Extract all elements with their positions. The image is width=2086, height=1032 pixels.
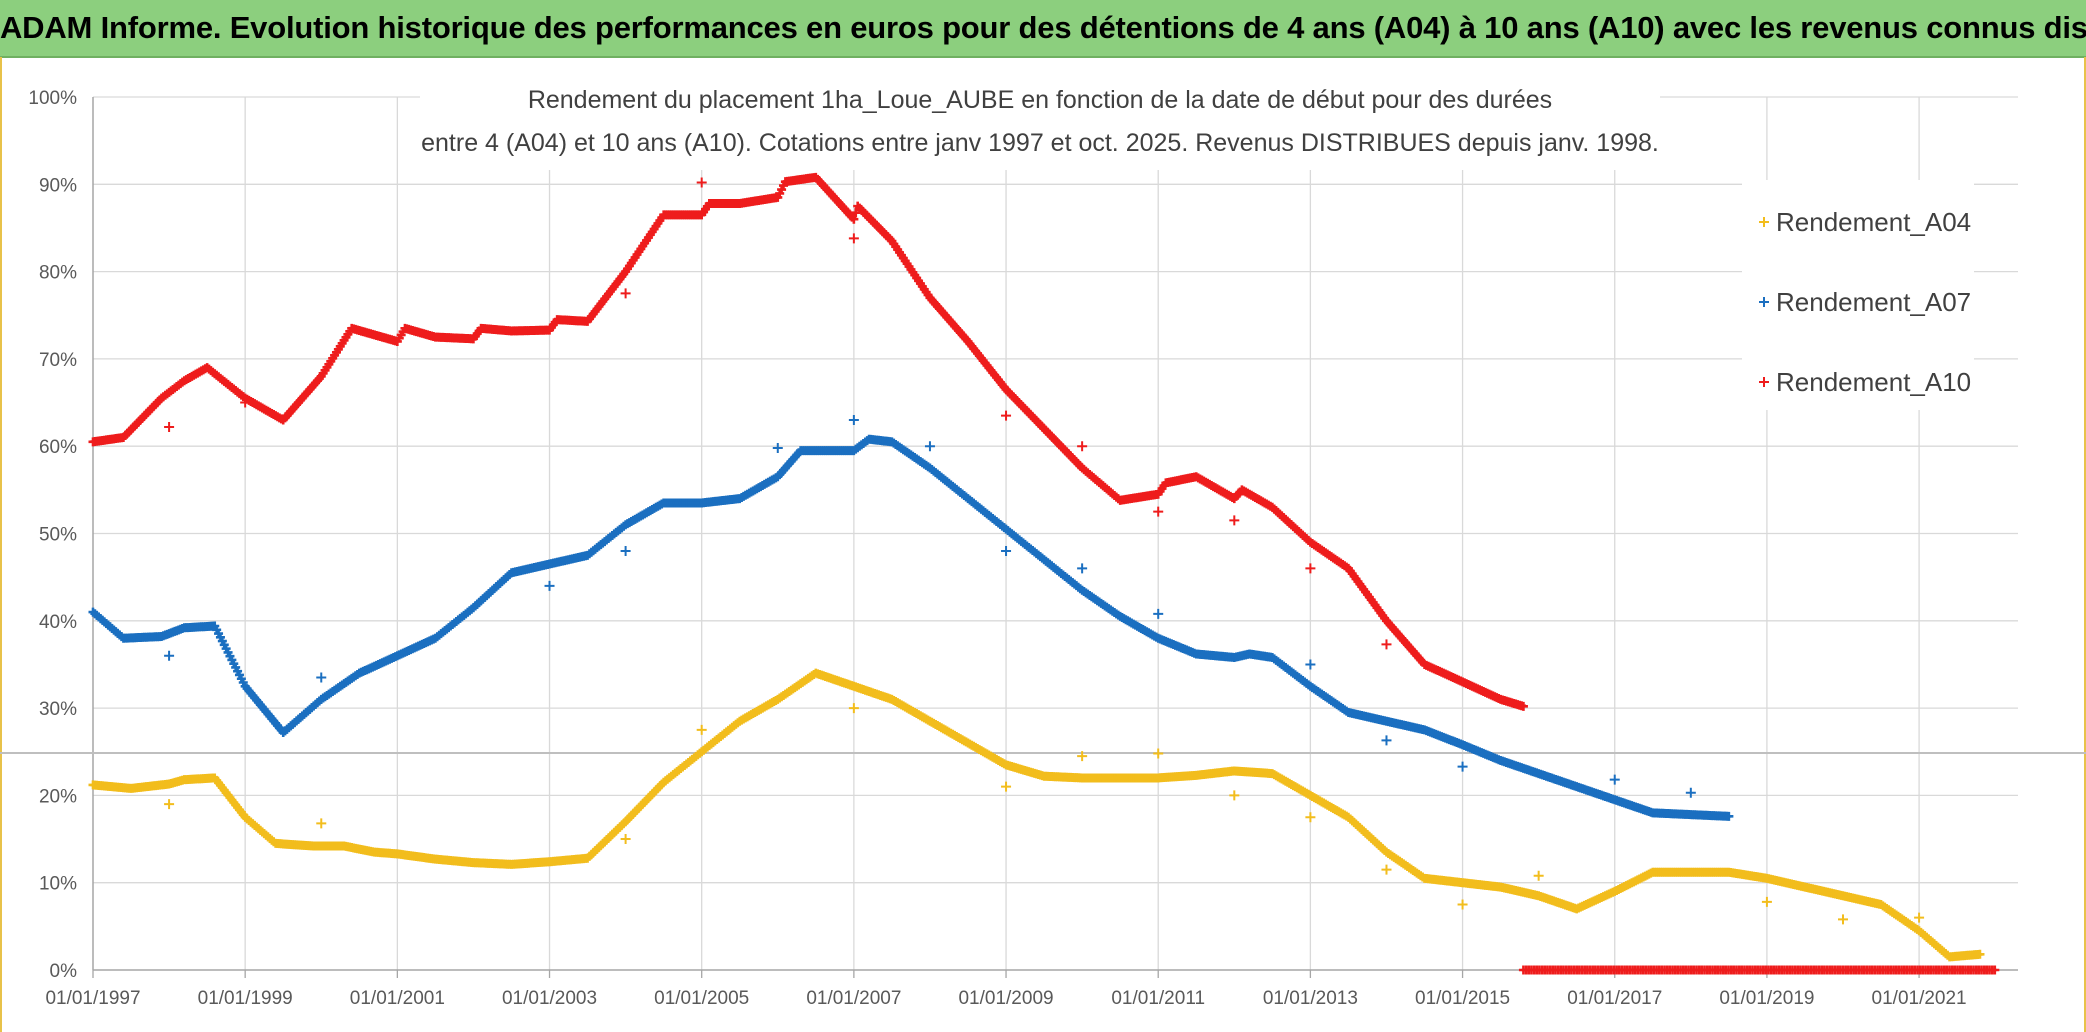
y-tick-label: 70% [39,350,77,371]
data-point-rendement_a04 [1975,949,1985,959]
outlier-point-rendement_a04 [1457,899,1468,910]
page-title: ADAM Informe. Evolution historique des p… [0,10,2086,45]
outlier-point-rendement_a04 [1305,812,1316,823]
y-tick-label: 80% [39,263,77,284]
x-tick-label: 01/01/2007 [806,988,901,1009]
x-tick-label: 01/01/1997 [45,988,140,1009]
x-tick-label: 01/01/1999 [198,988,293,1009]
outlier-point-rendement_a07 [164,650,175,661]
data-point-rendement_a10 [851,208,861,218]
legend-label-rendement_a07: Rendement_A07 [1776,287,1971,317]
title-background [420,78,1660,170]
outlier-point-rendement_a04 [1077,751,1088,762]
outlier-point-rendement_a07 [620,545,631,556]
outlier-point-rendement_a10 [848,233,859,244]
y-tick-label: 20% [39,786,77,807]
outlier-point-rendement_a04 [316,818,327,829]
outlier-point-rendement_a10 [164,421,175,432]
x-tick-label: 01/01/2005 [654,988,749,1009]
y-tick-label: 50% [39,525,77,546]
outlier-point-rendement_a10 [1153,506,1164,517]
data-point-rendement_a10 [1518,701,1528,711]
chart-frame [0,57,2086,1032]
outlier-point-rendement_a07 [772,442,783,453]
x-tick-label: 01/01/2019 [1719,988,1814,1009]
outlier-point-rendement_a04 [1001,781,1012,792]
x-tick-label: 01/01/2003 [502,988,597,1009]
outlier-point-rendement_a07 [1381,735,1392,746]
outlier-point-rendement_a07 [1077,563,1088,574]
outlier-point-rendement_a07 [1609,774,1620,785]
outlier-point-rendement_a10 [240,397,251,408]
y-tick-label: 60% [39,437,77,458]
outlier-point-rendement_a07 [544,580,555,591]
chart-title-line-1: Rendement du placement 1ha_Loue_AUBE en … [528,86,1552,114]
x-tick-label: 01/01/2017 [1567,988,1662,1009]
legend-label-rendement_a10: Rendement_A10 [1776,367,1971,397]
chart-title-line-2: entre 4 (A04) et 10 ans (A10). Cotations… [421,129,1659,157]
outlier-point-rendement_a10 [1305,563,1316,574]
outlier-point-rendement_a04 [1838,914,1848,925]
outlier-point-rendement_a04 [1761,896,1772,907]
outlier-point-rendement_a04 [1533,870,1544,881]
y-tick-label: 10% [39,874,77,895]
data-point-rendement_a07 [1724,811,1734,821]
legend-marker-rendement_a07 [1759,297,1769,307]
outlier-point-rendement_a07 [316,672,327,683]
zero-point-rendement_a10 [1990,965,2000,975]
x-tick-label: 01/01/2015 [1415,988,1510,1009]
y-tick-label: 100% [28,88,77,109]
data-point-rendement_a10 [849,214,859,224]
outlier-point-rendement_a10 [1381,639,1392,650]
legend-marker-rendement_a10 [1759,377,1769,387]
header-banner: ADAM Informe. Evolution historique des p… [0,0,2086,58]
outlier-point-rendement_a10 [1001,410,1012,421]
outlier-point-rendement_a04 [1381,864,1392,875]
outlier-point-rendement_a10 [696,177,707,188]
outlier-point-rendement_a07 [848,415,859,426]
outlier-point-rendement_a04 [848,703,859,714]
outlier-point-rendement_a07 [1153,608,1164,619]
outlier-point-rendement_a07 [1685,787,1696,798]
y-tick-label: 30% [39,699,77,720]
outlier-point-rendement_a10 [620,288,631,299]
legend-box [1742,180,1974,410]
outlier-point-rendement_a07 [1001,545,1012,556]
outlier-point-rendement_a10 [1077,441,1088,452]
outlier-point-rendement_a07 [1305,659,1316,670]
x-tick-label: 01/01/2001 [350,988,445,1009]
x-tick-label: 01/01/2021 [1872,988,1967,1009]
outlier-point-rendement_a07 [924,441,935,452]
legend-marker-rendement_a04 [1759,217,1769,227]
y-tick-label: 90% [39,175,77,196]
y-tick-label: 40% [39,612,77,633]
legend-label-rendement_a04: Rendement_A04 [1776,207,1971,237]
outlier-point-rendement_a04 [620,834,631,845]
outlier-point-rendement_a04 [1914,912,1925,923]
outlier-point-rendement_a04 [164,799,175,810]
outlier-point-rendement_a04 [1229,790,1240,801]
y-tick-label: 0% [50,961,78,982]
x-tick-label: 01/01/2011 [1111,988,1205,1009]
x-tick-label: 01/01/2009 [958,988,1053,1009]
outlier-point-rendement_a10 [1229,515,1240,526]
x-tick-label: 01/01/2013 [1263,988,1358,1009]
outlier-point-rendement_a07 [1457,761,1468,772]
outlier-point-rendement_a04 [696,724,707,735]
outlier-point-rendement_a04 [1153,748,1164,759]
